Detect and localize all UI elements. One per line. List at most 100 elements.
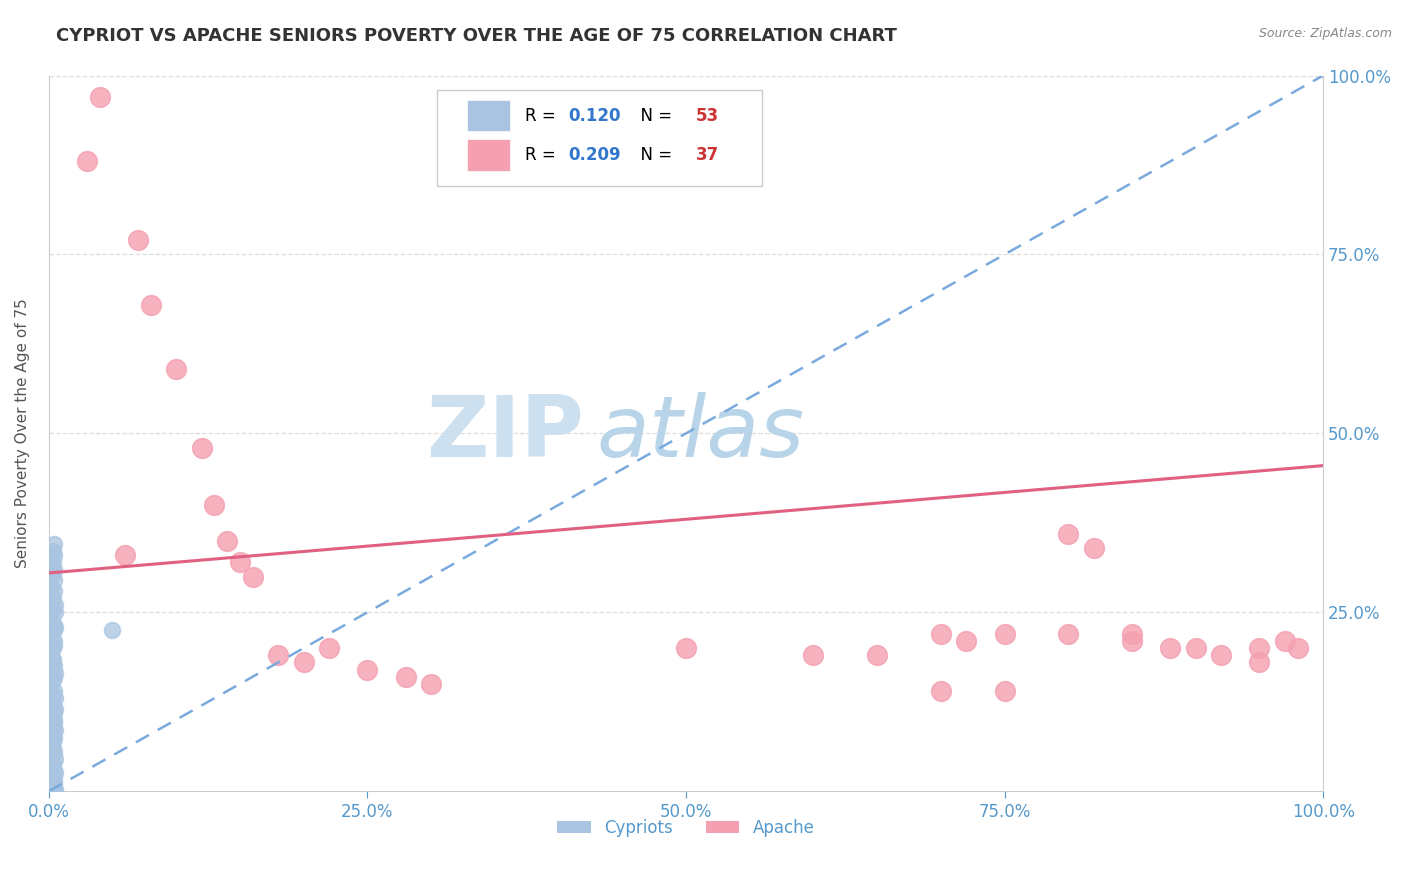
- Point: [1184, 641, 1206, 656]
- Point: [41, 591, 63, 605]
- Point: [267, 648, 290, 663]
- Point: [42, 638, 65, 652]
- Point: [229, 555, 252, 569]
- Text: 0.120: 0.120: [568, 107, 621, 125]
- Point: [42, 659, 65, 673]
- Point: [41, 673, 63, 688]
- Point: [89, 90, 111, 104]
- Point: [44, 723, 66, 738]
- Point: [1249, 656, 1271, 670]
- Point: [190, 441, 212, 455]
- Point: [292, 656, 315, 670]
- Point: [1121, 627, 1143, 641]
- Point: [41, 698, 63, 713]
- Point: [41, 566, 63, 580]
- Point: [139, 297, 162, 311]
- Text: Source: ZipAtlas.com: Source: ZipAtlas.com: [1258, 27, 1392, 40]
- Point: [1083, 541, 1105, 555]
- Point: [44, 605, 66, 619]
- Point: [42, 773, 65, 788]
- Point: [41, 770, 63, 784]
- Point: [165, 362, 187, 376]
- Text: N =: N =: [630, 146, 678, 164]
- Point: [42, 731, 65, 745]
- Text: 0.209: 0.209: [568, 146, 621, 164]
- Point: [929, 684, 952, 698]
- Point: [42, 706, 65, 720]
- Point: [1159, 641, 1181, 656]
- Point: [1211, 648, 1233, 663]
- Point: [1121, 634, 1143, 648]
- Point: [101, 624, 124, 638]
- Text: R =: R =: [526, 146, 561, 164]
- Point: [41, 688, 63, 702]
- Text: 37: 37: [696, 146, 720, 164]
- Point: [41, 641, 63, 656]
- Point: [993, 627, 1015, 641]
- Text: atlas: atlas: [596, 392, 804, 475]
- Text: ZIP: ZIP: [426, 392, 583, 475]
- Point: [42, 670, 65, 684]
- Point: [356, 663, 378, 677]
- Point: [993, 684, 1015, 698]
- Point: [42, 562, 65, 576]
- Point: [41, 652, 63, 666]
- Point: [41, 741, 63, 756]
- Point: [1057, 627, 1080, 641]
- Point: [41, 727, 63, 741]
- FancyBboxPatch shape: [467, 139, 510, 171]
- Text: R =: R =: [526, 107, 561, 125]
- Point: [955, 634, 977, 648]
- Point: [44, 691, 66, 706]
- Point: [39, 580, 62, 594]
- Text: N =: N =: [630, 107, 678, 125]
- Point: [41, 616, 63, 631]
- FancyBboxPatch shape: [437, 90, 762, 186]
- Point: [41, 734, 63, 748]
- Point: [42, 548, 65, 562]
- Point: [42, 634, 65, 648]
- Point: [42, 684, 65, 698]
- Text: 53: 53: [696, 107, 720, 125]
- Point: [204, 498, 226, 512]
- Point: [41, 720, 63, 734]
- Point: [42, 782, 65, 797]
- Point: [44, 782, 66, 797]
- Point: [41, 756, 63, 770]
- FancyBboxPatch shape: [467, 100, 510, 131]
- Point: [803, 648, 825, 663]
- Point: [44, 702, 66, 716]
- Point: [44, 766, 66, 780]
- Point: [41, 656, 63, 670]
- Point: [42, 777, 65, 791]
- Legend: Cypriots, Apache: Cypriots, Apache: [551, 813, 821, 844]
- Point: [1286, 641, 1309, 656]
- Point: [127, 233, 149, 247]
- Point: [41, 780, 63, 795]
- Y-axis label: Seniors Poverty Over the Age of 75: Seniors Poverty Over the Age of 75: [15, 299, 30, 568]
- Point: [41, 779, 63, 793]
- Point: [44, 620, 66, 634]
- Point: [929, 627, 952, 641]
- Point: [42, 716, 65, 731]
- Point: [1274, 634, 1296, 648]
- Point: [242, 569, 264, 583]
- Point: [44, 752, 66, 766]
- Point: [44, 598, 66, 612]
- Point: [394, 670, 416, 684]
- Point: [41, 601, 63, 615]
- Point: [41, 555, 63, 569]
- Point: [318, 641, 340, 656]
- Point: [42, 624, 65, 638]
- Point: [217, 533, 239, 548]
- Point: [44, 783, 66, 797]
- Point: [866, 648, 889, 663]
- Text: CYPRIOT VS APACHE SENIORS POVERTY OVER THE AGE OF 75 CORRELATION CHART: CYPRIOT VS APACHE SENIORS POVERTY OVER T…: [56, 27, 897, 45]
- Point: [114, 548, 136, 562]
- Point: [42, 713, 65, 727]
- Point: [1057, 526, 1080, 541]
- Point: [42, 573, 65, 587]
- Point: [41, 544, 63, 558]
- Point: [44, 666, 66, 681]
- Point: [42, 745, 65, 759]
